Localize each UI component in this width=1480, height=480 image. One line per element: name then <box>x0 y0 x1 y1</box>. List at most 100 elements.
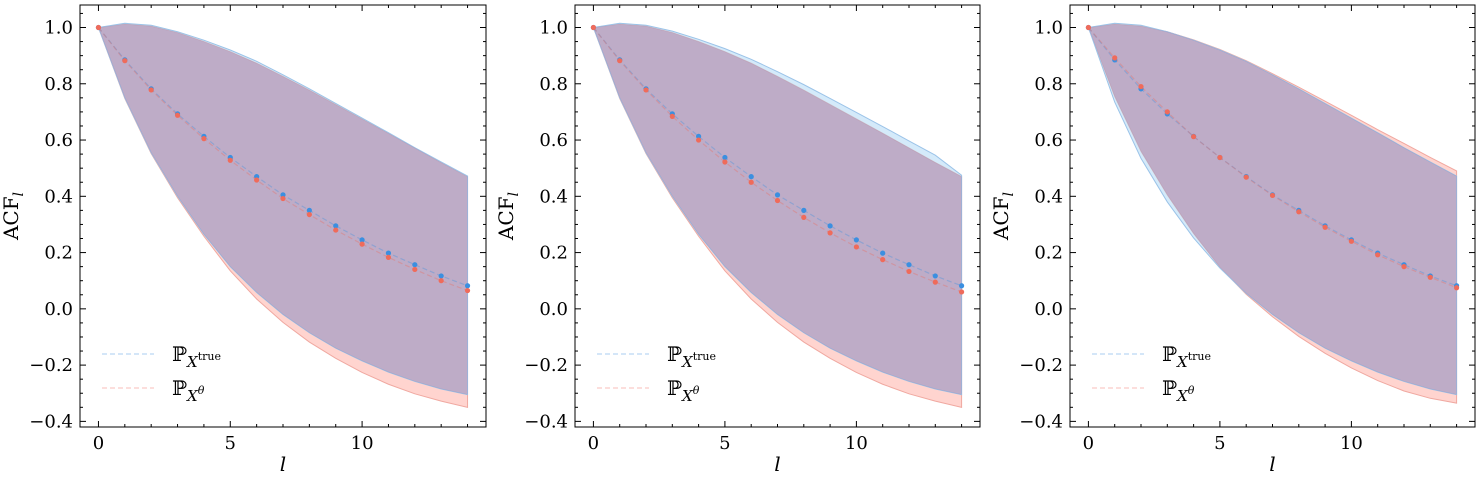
data-point-theta <box>438 278 444 284</box>
x-tick-label: 10 <box>351 433 374 454</box>
data-point-theta <box>932 279 938 285</box>
data-point-theta <box>1112 55 1118 61</box>
data-point-true <box>748 174 754 180</box>
data-point-theta <box>464 287 471 294</box>
data-point-theta <box>254 177 260 183</box>
data-point-theta <box>1217 154 1223 161</box>
data-point-true <box>438 273 444 279</box>
data-point-theta <box>385 254 392 260</box>
data-point-theta <box>958 289 965 295</box>
data-point-true <box>932 273 938 279</box>
data-point-true <box>385 250 392 256</box>
data-point-theta <box>748 179 754 185</box>
legend-symbol: ℙ <box>667 376 682 400</box>
legend-subscript: X <box>681 387 694 405</box>
legend-label-theta: ℙXθ <box>172 376 205 405</box>
data-point-true <box>280 192 286 198</box>
data-point-theta <box>1296 209 1302 215</box>
y-tick-label: 0.0 <box>539 299 568 320</box>
y-tick-label: 0.4 <box>539 186 568 207</box>
chart-panel-1: 0 5 10−0.4−0.20.00.20.40.60.81.0lACFlℙXtru… <box>0 4 487 476</box>
y-tick-label: 1.0 <box>1034 18 1063 39</box>
data-point-theta <box>201 136 207 142</box>
legend-superscript: true <box>198 350 221 363</box>
data-point-theta <box>1191 134 1197 140</box>
x-tick-label: 10 <box>1340 433 1363 454</box>
y-tick-label: −0.2 <box>29 355 73 376</box>
x-axis-label: l <box>280 452 286 476</box>
y-tick-label: 0.4 <box>1034 186 1063 207</box>
legend-label-theta: ℙXθ <box>1162 376 1195 405</box>
legend-subscript: X <box>186 387 199 405</box>
x-tick-label: 0 <box>588 433 599 454</box>
data-point-theta <box>122 58 128 64</box>
data-point-theta <box>227 157 233 163</box>
data-point-theta <box>95 24 102 31</box>
plot-area <box>95 22 471 408</box>
x-axis-label: l <box>1269 452 1275 476</box>
band-overlap <box>593 24 962 395</box>
y-tick-label: 1.0 <box>44 18 73 39</box>
data-point-theta <box>1138 83 1144 90</box>
chart-panel-3: 0 5 10−0.4−0.20.00.20.40.60.81.0lACFlℙXtru… <box>989 4 1476 476</box>
y-tick-label: 0.2 <box>539 243 568 264</box>
y-axis-label: ACFl <box>0 192 27 241</box>
legend-symbol: ℙ <box>667 342 682 366</box>
data-point-theta <box>880 257 886 263</box>
y-tick-label: 0.2 <box>1034 243 1063 264</box>
data-point-true <box>359 237 365 243</box>
y-tick-label: 0.8 <box>44 74 73 95</box>
y-tick-label: 0.0 <box>1034 299 1063 320</box>
data-point-theta <box>696 137 702 143</box>
legend-symbol: ℙ <box>172 342 187 366</box>
data-point-true <box>880 250 886 256</box>
y-axis-label-main: ACF <box>494 196 518 241</box>
y-tick-label: 0.8 <box>1034 74 1063 95</box>
y-tick-label: 0.6 <box>44 130 73 151</box>
data-point-theta <box>906 268 912 275</box>
legend-symbol: ℙ <box>1162 342 1177 366</box>
data-point-true <box>696 133 702 139</box>
legend-label-true: ℙXtrue <box>172 342 221 371</box>
y-tick-label: 0.0 <box>44 299 73 320</box>
x-tick-label: 5 <box>225 433 236 454</box>
y-tick-label: 0.2 <box>44 243 73 264</box>
data-point-theta <box>148 87 154 93</box>
y-axis-label-main: ACF <box>989 196 1013 241</box>
legend-superscript: true <box>1188 350 1211 363</box>
data-point-theta <box>669 113 675 120</box>
data-point-true <box>306 207 312 213</box>
data-point-true <box>774 192 781 198</box>
y-tick-label: 0.8 <box>539 74 568 95</box>
data-point-theta <box>1085 24 1092 31</box>
data-point-theta <box>333 227 339 233</box>
data-point-theta <box>1164 109 1170 115</box>
data-point-theta <box>1427 274 1433 280</box>
data-point-theta <box>853 244 860 250</box>
data-point-theta <box>722 159 728 165</box>
y-axis-label: ACFl <box>989 192 1017 241</box>
band-overlap <box>98 24 468 395</box>
legend-subscript: X <box>1176 353 1189 371</box>
y-tick-label: −0.4 <box>29 411 73 432</box>
data-point-true <box>827 223 833 229</box>
y-tick-label: 0.6 <box>539 130 568 151</box>
y-tick-label: −0.4 <box>1019 411 1063 432</box>
data-point-theta <box>1375 252 1381 258</box>
data-point-theta <box>1348 238 1354 244</box>
legend-label-true: ℙXtrue <box>1162 342 1211 371</box>
legend-label-true: ℙXtrue <box>667 342 716 371</box>
legend-superscript: θ <box>1188 384 1195 397</box>
legend-label-theta: ℙXθ <box>667 376 700 405</box>
y-axis-label: ACFl <box>494 192 522 241</box>
y-axis-label-subscript: l <box>1001 192 1017 196</box>
legend-symbol: ℙ <box>1162 376 1177 400</box>
legend-subscript: X <box>1176 387 1189 405</box>
legend-superscript: θ <box>693 384 700 397</box>
data-point-true <box>722 154 728 161</box>
mean-line-theta <box>592 27 962 293</box>
band-overlap <box>1088 24 1457 395</box>
